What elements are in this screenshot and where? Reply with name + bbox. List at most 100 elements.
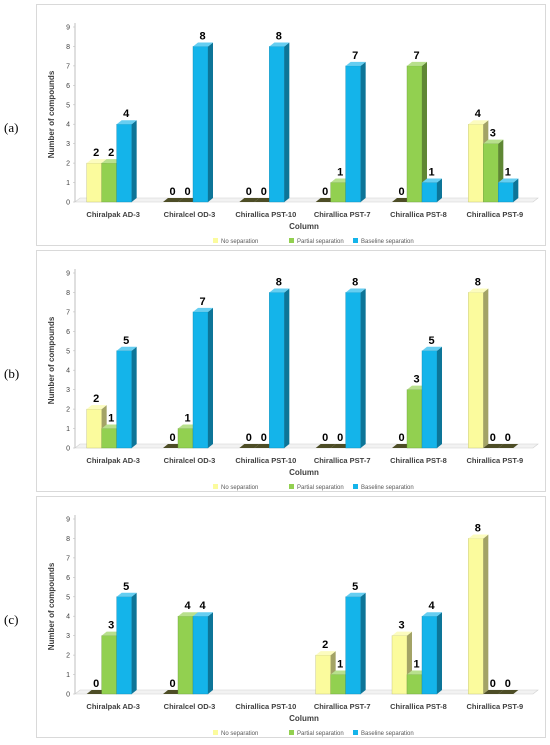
y-tick-label: 4: [66, 122, 70, 129]
bar-top: [178, 612, 198, 617]
legend-item-no-separation: No separation: [213, 484, 258, 491]
bar-front: [177, 428, 194, 449]
x-tick-label: Chirallica PST-7: [314, 210, 371, 219]
bar-front: [116, 596, 132, 695]
bar-zero: [483, 690, 504, 694]
y-tick-label: 6: [66, 575, 70, 582]
y-tick-label: 0: [66, 446, 70, 453]
y-tick-label: 6: [66, 329, 70, 336]
bar-top: [193, 612, 213, 617]
bar-baseline-separation: [421, 612, 442, 695]
data-label: 5: [352, 581, 358, 593]
bar-side: [513, 178, 519, 202]
bar-front: [192, 311, 209, 449]
legend-swatch: [213, 484, 218, 489]
bar-top: [345, 61, 366, 66]
data-label: 0: [490, 678, 496, 690]
data-label: 3: [398, 620, 404, 632]
data-label: 8: [199, 30, 205, 42]
data-label: 5: [123, 335, 129, 347]
bar-front: [101, 635, 117, 695]
bar-side: [360, 592, 366, 694]
data-label: 3: [490, 128, 496, 140]
bar-front: [269, 292, 285, 449]
bar-top: [483, 139, 504, 144]
y-tick-label: 9: [66, 517, 70, 524]
data-label: 1: [505, 167, 511, 179]
bar-top: [116, 120, 137, 125]
bar-top: [468, 288, 489, 293]
bar-no-separation: [163, 198, 183, 202]
bar-front: [483, 143, 499, 203]
bar-baseline-separation: [345, 288, 366, 449]
bar-no-separation: [468, 534, 489, 695]
x-axis-title: Column: [289, 222, 319, 231]
legend-label: Baseline separation: [361, 485, 414, 491]
data-label: 0: [505, 678, 511, 690]
bar-side: [437, 346, 442, 448]
y-tick-label: 0: [66, 692, 70, 699]
data-label: 3: [108, 620, 114, 632]
y-tick-label: 3: [66, 387, 70, 394]
bar-top: [269, 288, 290, 293]
panel-label-b: (b): [4, 366, 20, 381]
legend-item-baseline-separation: Baseline separation: [353, 730, 414, 737]
bar-side: [131, 346, 137, 448]
bar-front: [498, 182, 514, 203]
data-label: 0: [184, 186, 190, 198]
legend-label: Partial separation: [297, 731, 344, 737]
y-tick-label: 9: [66, 271, 70, 278]
bar-top: [407, 61, 427, 66]
bar-front: [315, 654, 331, 695]
data-label: 7: [352, 50, 358, 62]
data-label: 8: [475, 276, 481, 288]
data-label: 4: [199, 600, 206, 612]
bar-zero: [163, 198, 183, 202]
bar-zero: [498, 444, 519, 448]
y-tick-label: 8: [66, 44, 70, 51]
bar-baseline-separation: [345, 592, 366, 695]
legend-label: Partial separation: [297, 239, 344, 245]
data-label: 8: [475, 522, 481, 534]
y-tick-label: 5: [66, 102, 70, 109]
data-label: 0: [322, 432, 328, 444]
y-axis-title: Number of compounds: [47, 316, 56, 404]
data-label: 0: [398, 186, 404, 198]
x-tick-label: Chiralpak AD-3: [86, 210, 140, 219]
data-label: 0: [169, 432, 175, 444]
data-label: 8: [352, 276, 358, 288]
data-label: 1: [337, 659, 343, 671]
bar-side: [131, 120, 137, 202]
bar-front: [86, 162, 102, 203]
bar-top: [422, 612, 442, 617]
data-label: 0: [169, 678, 175, 690]
data-label: 0: [490, 432, 496, 444]
y-tick-label: 5: [66, 594, 70, 601]
bar-front: [330, 674, 346, 695]
legend-label: No separation: [221, 731, 258, 737]
bar-baseline-separation: [498, 444, 519, 448]
x-tick-label: Chirallica PST-9: [466, 702, 523, 711]
bar-front: [192, 616, 209, 695]
data-label: 0: [169, 186, 175, 198]
y-tick-label: 1: [66, 672, 70, 679]
bar-no-separation: [315, 444, 336, 448]
bar-side: [208, 307, 213, 448]
bar-front: [101, 162, 117, 203]
bar-side: [437, 612, 442, 694]
legend-swatch: [353, 484, 358, 489]
bar-baseline-separation: [421, 346, 442, 449]
y-tick-label: 8: [66, 290, 70, 297]
x-tick-label: Chirallica PST-10: [235, 210, 296, 219]
chart-b: 0 1 2 3 4 5 6 7 8 9 Number of compounds 2 1 5 Chiralpa…: [36, 250, 546, 492]
legend-item-no-separation: No separation: [213, 238, 258, 245]
legend-swatch: [213, 730, 218, 735]
bar-top: [422, 178, 442, 183]
bar-front: [406, 65, 423, 203]
bar-baseline-separation: [192, 612, 213, 695]
x-tick-label: Chiralcel OD-3: [164, 702, 216, 711]
bar-top: [498, 178, 519, 183]
bar-partial-separation: [483, 444, 504, 448]
